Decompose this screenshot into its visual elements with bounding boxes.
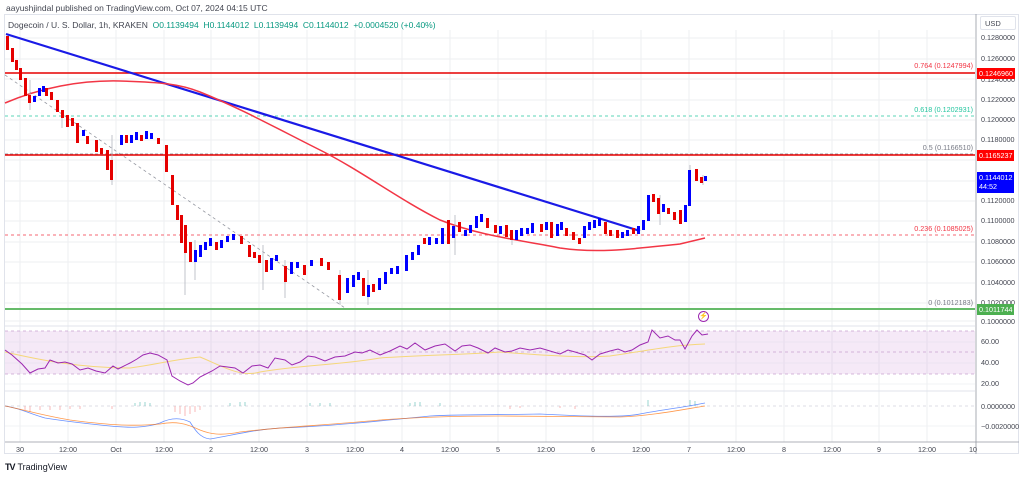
candlesticks [6, 36, 707, 305]
svg-text:12:00: 12:00 [346, 445, 364, 454]
time-axis: 30 12:00 Oct 12:00 2 12:00 3 12:00 4 12:… [16, 445, 977, 454]
price-tag-current: 0.1144012 44:52 [977, 172, 1015, 193]
vertical-grid [19, 30, 928, 442]
current-price: 0.1144012 [979, 173, 1013, 182]
ohlc-close: C0.1144012 [302, 20, 349, 30]
svg-text:0.1200000: 0.1200000 [981, 115, 1015, 124]
rsi-ma-line [4, 343, 706, 374]
svg-text:0.1280000: 0.1280000 [981, 33, 1015, 42]
price-axis: 0.1280000 0.1260000 0.1240000 0.1220000 … [981, 33, 1015, 326]
ohlc-open: O0.1139494 [152, 20, 199, 30]
fib-label-0: 0 (0.1012183) [928, 298, 973, 307]
svg-text:0.1060000: 0.1060000 [981, 257, 1015, 266]
tradingview-mark-icon: TV [5, 462, 15, 472]
horizontal-grid [5, 37, 975, 322]
svg-text:8: 8 [782, 445, 786, 454]
svg-text:12:00: 12:00 [727, 445, 745, 454]
macd-histogram [24, 400, 696, 416]
price-tag-resistance-lower: 0.1165237 [977, 150, 1015, 161]
svg-text:0.1000000: 0.1000000 [981, 317, 1015, 326]
svg-text:0.1040000: 0.1040000 [981, 278, 1015, 287]
publish-attribution: aayushjindal published on TradingView.co… [6, 3, 268, 13]
svg-text:0.0000000: 0.0000000 [981, 402, 1015, 411]
svg-text:12:00: 12:00 [59, 445, 77, 454]
svg-text:12:00: 12:00 [823, 445, 841, 454]
svg-text:12:00: 12:00 [441, 445, 459, 454]
signal-line [4, 405, 706, 435]
svg-text:12:00: 12:00 [250, 445, 268, 454]
symbol-name: Dogecoin / U. S. Dollar, 1h, KRAKEN [8, 20, 148, 30]
svg-text:20.00: 20.00 [981, 379, 999, 388]
rsi-line [4, 329, 709, 386]
macd-line [4, 402, 706, 440]
svg-text:3: 3 [305, 445, 309, 454]
fib-label-0618: 0.618 (0.1202931) [914, 105, 973, 114]
svg-text:9: 9 [877, 445, 881, 454]
bar-countdown: 44:52 [979, 182, 997, 191]
moving-average-line [4, 80, 706, 252]
lightning-alert-icon[interactable]: ⚡ [698, 311, 709, 322]
macd-axis: 0.0000000 −0.0020000 [981, 402, 1019, 431]
svg-text:12:00: 12:00 [918, 445, 936, 454]
tradingview-logo[interactable]: TV TradingView [5, 462, 67, 472]
ohlc-high: H0.1144012 [203, 20, 250, 30]
svg-text:5: 5 [496, 445, 500, 454]
svg-text:−0.0020000: −0.0020000 [981, 422, 1019, 431]
price-tag-resistance-upper: 0.1246960 [977, 68, 1015, 79]
svg-text:0.1080000: 0.1080000 [981, 237, 1015, 246]
fib-label-05: 0.5 (0.1166510) [922, 143, 973, 152]
svg-text:30: 30 [16, 445, 24, 454]
svg-text:12:00: 12:00 [155, 445, 173, 454]
bearish-trendline [5, 32, 641, 233]
svg-text:2: 2 [209, 445, 213, 454]
svg-text:10: 10 [969, 445, 977, 454]
tradingview-brand: TradingView [17, 462, 68, 472]
svg-text:0.1120000: 0.1120000 [981, 196, 1014, 205]
svg-text:0.1220000: 0.1220000 [981, 95, 1015, 104]
svg-text:4: 4 [400, 445, 404, 454]
price-change: +0.0004520 (+0.40%) [353, 20, 436, 30]
price-tag-support: 0.1011744 [977, 304, 1015, 315]
svg-text:12:00: 12:00 [537, 445, 555, 454]
svg-text:40.00: 40.00 [981, 358, 999, 367]
rsi-axis: 60.00 40.00 20.00 [981, 337, 999, 388]
ohlc-low: L0.1139494 [253, 20, 299, 30]
svg-text:0.1180000: 0.1180000 [981, 135, 1014, 144]
symbol-legend[interactable]: Dogecoin / U. S. Dollar, 1h, KRAKEN O0.1… [8, 20, 436, 30]
fib-label-0764: 0.764 (0.1247994) [914, 61, 973, 70]
currency-selector[interactable]: USD [980, 16, 1016, 30]
svg-text:7: 7 [687, 445, 691, 454]
svg-text:6: 6 [591, 445, 595, 454]
svg-text:0.1260000: 0.1260000 [981, 54, 1015, 63]
svg-text:Oct: Oct [110, 445, 121, 454]
svg-text:12:00: 12:00 [632, 445, 650, 454]
svg-text:60.00: 60.00 [981, 337, 999, 346]
svg-text:0.1100000: 0.1100000 [981, 216, 1014, 225]
svg-text:0.1240000: 0.1240000 [981, 75, 1015, 84]
svg-text:0.1020000: 0.1020000 [981, 298, 1015, 307]
fib-label-0236: 0.236 (0.1085025) [914, 224, 973, 233]
